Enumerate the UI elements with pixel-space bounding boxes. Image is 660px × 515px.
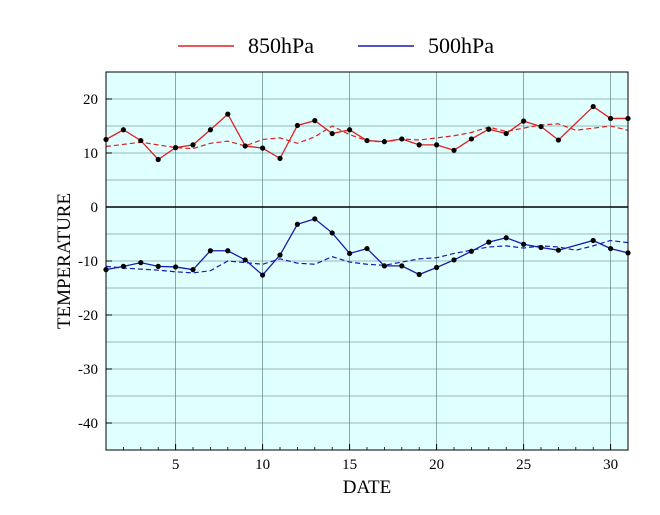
data-point-500hPa <box>225 248 231 254</box>
data-point-500hPa <box>173 264 179 270</box>
data-point-500hPa <box>468 248 474 254</box>
data-point-850hPa <box>277 155 283 161</box>
data-point-850hPa <box>608 115 614 122</box>
data-point-500hPa <box>138 260 144 266</box>
series-line-500hPa <box>105 218 629 276</box>
legend-label-850hPa: 850hPa <box>248 33 314 58</box>
data-point-850hPa <box>555 137 562 143</box>
data-point-850hPa <box>294 122 300 129</box>
data-point-850hPa <box>173 145 179 151</box>
data-point-850hPa <box>503 130 509 137</box>
y-tick-label: -20 <box>78 308 98 324</box>
data-point-500hPa <box>590 237 596 244</box>
data-point-850hPa <box>329 130 335 137</box>
data-point-850hPa <box>138 137 144 144</box>
data-point-850hPa <box>155 156 161 163</box>
data-point-850hPa <box>590 103 596 110</box>
data-point-850hPa <box>468 136 474 142</box>
data-point-500hPa <box>347 250 353 257</box>
data-point-500hPa <box>538 244 544 251</box>
data-point-500hPa <box>451 257 457 263</box>
y-tick-label: 20 <box>83 92 98 108</box>
data-point-500hPa <box>486 239 492 245</box>
data-point-500hPa <box>120 263 126 269</box>
data-point-850hPa <box>242 143 248 149</box>
data-point-850hPa <box>347 127 353 133</box>
data-point-850hPa <box>225 111 231 117</box>
legend: 850hPa 500hPa <box>178 33 494 58</box>
data-point-500hPa <box>190 267 196 273</box>
data-point-850hPa <box>416 142 422 148</box>
data-point-850hPa <box>381 139 387 145</box>
x-tick-label: 5 <box>172 457 180 473</box>
series-line-850hPa <box>105 105 628 161</box>
data-point-500hPa <box>521 241 527 247</box>
x-tick-label: 25 <box>516 457 531 473</box>
x-tick-label: 10 <box>255 457 270 473</box>
data-point-850hPa <box>521 118 527 124</box>
axes: 20 10 0 -10 -20 -30 -40 5 10 15 20 25 30 <box>78 92 629 473</box>
y-tick-label: 10 <box>83 146 98 162</box>
data-point-500hPa <box>207 248 213 254</box>
x-tick-label: 20 <box>429 457 444 473</box>
data-point-500hPa <box>381 263 387 269</box>
data-point-850hPa <box>120 127 126 133</box>
y-tick-label: 0 <box>91 200 99 216</box>
x-tick-label: 30 <box>603 457 618 473</box>
data-point-850hPa <box>312 118 318 124</box>
data-point-850hPa <box>538 123 544 130</box>
data-point-850hPa <box>207 127 213 133</box>
data-point-500hPa <box>260 272 266 278</box>
data-point-500hPa <box>434 264 440 271</box>
data-point-850hPa <box>399 136 405 142</box>
y-tick-label: -40 <box>78 416 98 432</box>
data-point-500hPa <box>503 235 509 241</box>
data-point-500hPa <box>155 263 161 269</box>
data-point-500hPa <box>364 245 370 252</box>
gridlines <box>106 72 628 450</box>
x-axis-title: DATE <box>343 477 392 498</box>
y-tick-label: -30 <box>78 362 98 378</box>
data-point-500hPa <box>416 271 422 278</box>
x-tick-label: 15 <box>342 457 357 473</box>
data-point-500hPa <box>329 230 335 236</box>
data-point-500hPa <box>294 221 300 227</box>
data-point-850hPa <box>260 145 266 151</box>
series-lines <box>103 103 631 278</box>
data-point-850hPa <box>364 137 370 144</box>
data-point-500hPa <box>608 245 614 252</box>
data-point-500hPa <box>277 252 283 258</box>
legend-label-500hPa: 500hPa <box>428 33 494 58</box>
data-point-850hPa <box>434 142 440 148</box>
data-point-850hPa <box>190 142 196 148</box>
data-point-850hPa <box>451 147 457 153</box>
data-point-850hPa <box>486 126 492 132</box>
data-point-500hPa <box>312 216 318 222</box>
y-axis-title: TEMPERATURE <box>54 193 75 329</box>
y-tick-label: -10 <box>78 254 98 270</box>
data-point-500hPa <box>555 247 562 253</box>
data-point-500hPa <box>242 257 248 263</box>
data-point-500hPa <box>399 263 405 269</box>
